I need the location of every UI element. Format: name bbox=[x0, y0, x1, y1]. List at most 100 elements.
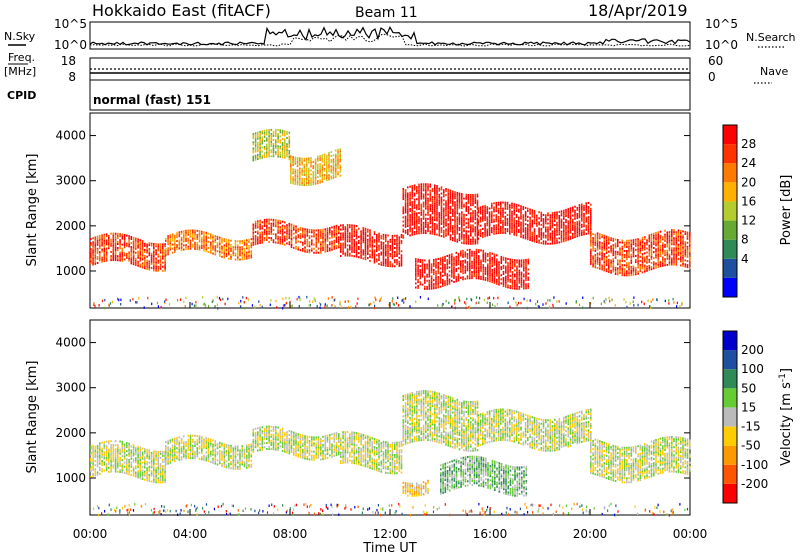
data-cell bbox=[592, 255, 594, 258]
data-cell bbox=[529, 212, 531, 215]
data-cell bbox=[94, 262, 97, 265]
data-cell bbox=[581, 209, 583, 212]
ground-scatter-cell bbox=[308, 304, 310, 307]
data-cell bbox=[686, 266, 689, 269]
station-title: Hokkaido East (fitACF) bbox=[92, 1, 271, 20]
data-cell bbox=[189, 235, 192, 238]
data-cell bbox=[439, 279, 442, 282]
data-cell bbox=[484, 258, 487, 261]
data-cell bbox=[263, 220, 266, 223]
data-cell bbox=[189, 239, 192, 242]
data-cell bbox=[612, 260, 615, 263]
data-cell bbox=[146, 265, 148, 268]
data-cell bbox=[302, 241, 304, 244]
data-cell bbox=[281, 220, 284, 223]
data-cell bbox=[576, 206, 579, 209]
data-cell bbox=[237, 244, 239, 247]
data-cell bbox=[351, 238, 353, 241]
data-cell bbox=[443, 199, 445, 202]
data-cell bbox=[101, 451, 103, 454]
data-cell bbox=[533, 234, 536, 237]
data-cell bbox=[294, 158, 297, 161]
data-cell bbox=[475, 256, 478, 259]
data-cell bbox=[592, 249, 594, 252]
data-cell bbox=[594, 237, 597, 240]
data-cell bbox=[493, 257, 496, 260]
data-cell bbox=[171, 239, 174, 242]
data-cell bbox=[155, 265, 157, 268]
data-cell bbox=[99, 253, 101, 256]
data-cell bbox=[686, 233, 689, 236]
data-cell bbox=[533, 238, 536, 241]
data-cell bbox=[458, 223, 461, 225]
data-cell bbox=[502, 256, 505, 259]
data-cell bbox=[420, 226, 423, 228]
data-cell bbox=[90, 467, 92, 470]
data-cell bbox=[475, 267, 478, 270]
data-cell bbox=[668, 235, 671, 238]
data-cell bbox=[270, 143, 273, 146]
data-cell bbox=[112, 240, 115, 243]
data-cell bbox=[225, 246, 228, 249]
data-cell bbox=[505, 269, 507, 272]
data-cell bbox=[434, 223, 436, 225]
data-cell bbox=[469, 248, 471, 251]
data-cell bbox=[686, 241, 689, 244]
data-cell bbox=[612, 244, 615, 246]
data-cell bbox=[246, 247, 248, 250]
data-cell bbox=[117, 259, 119, 262]
data-cell bbox=[239, 240, 241, 243]
data-cell bbox=[373, 241, 376, 244]
data-cell bbox=[398, 246, 401, 249]
data-cell bbox=[495, 226, 498, 229]
data-cell bbox=[171, 237, 174, 240]
data-cell bbox=[417, 274, 419, 277]
data-cell bbox=[554, 236, 556, 239]
data-cell bbox=[650, 251, 653, 254]
data-cell bbox=[284, 140, 286, 143]
data-cell bbox=[509, 204, 511, 207]
data-cell bbox=[542, 224, 545, 227]
data-cell bbox=[306, 230, 309, 233]
data-cell bbox=[655, 250, 657, 253]
ground-scatter-cell bbox=[392, 297, 394, 300]
data-cell bbox=[454, 235, 456, 238]
data-cell bbox=[252, 227, 255, 230]
data-cell bbox=[502, 258, 505, 261]
data-cell bbox=[522, 216, 525, 219]
data-cell bbox=[596, 254, 599, 257]
data-cell bbox=[99, 452, 101, 455]
data-cell bbox=[482, 268, 485, 271]
data-cell bbox=[436, 219, 438, 222]
data-cell bbox=[504, 215, 507, 218]
data-cell bbox=[232, 248, 235, 251]
data-cell bbox=[461, 235, 463, 238]
data-cell bbox=[456, 224, 459, 227]
data-cell bbox=[619, 271, 621, 274]
data-cell bbox=[569, 237, 572, 240]
data-cell bbox=[404, 229, 407, 232]
data-cell bbox=[321, 158, 324, 161]
data-cell bbox=[657, 265, 660, 268]
data-cell bbox=[322, 240, 324, 243]
data-cell bbox=[303, 171, 306, 174]
data-cell bbox=[176, 236, 178, 238]
data-cell bbox=[380, 263, 383, 266]
data-cell bbox=[424, 277, 426, 280]
data-cell bbox=[474, 201, 477, 204]
data-cell bbox=[344, 232, 347, 235]
data-cell bbox=[518, 285, 521, 288]
data-cell bbox=[498, 279, 500, 282]
data-cell bbox=[296, 169, 299, 172]
data-cell bbox=[467, 210, 470, 213]
data-cell bbox=[498, 263, 500, 266]
data-cell bbox=[128, 239, 130, 242]
data-cell bbox=[266, 139, 268, 142]
data-cell bbox=[472, 194, 474, 196]
data-cell bbox=[576, 235, 579, 238]
data-cell bbox=[576, 225, 579, 228]
data-cell bbox=[666, 257, 669, 260]
data-cell bbox=[671, 239, 673, 242]
data-cell bbox=[268, 228, 270, 231]
data-cell bbox=[413, 216, 416, 219]
